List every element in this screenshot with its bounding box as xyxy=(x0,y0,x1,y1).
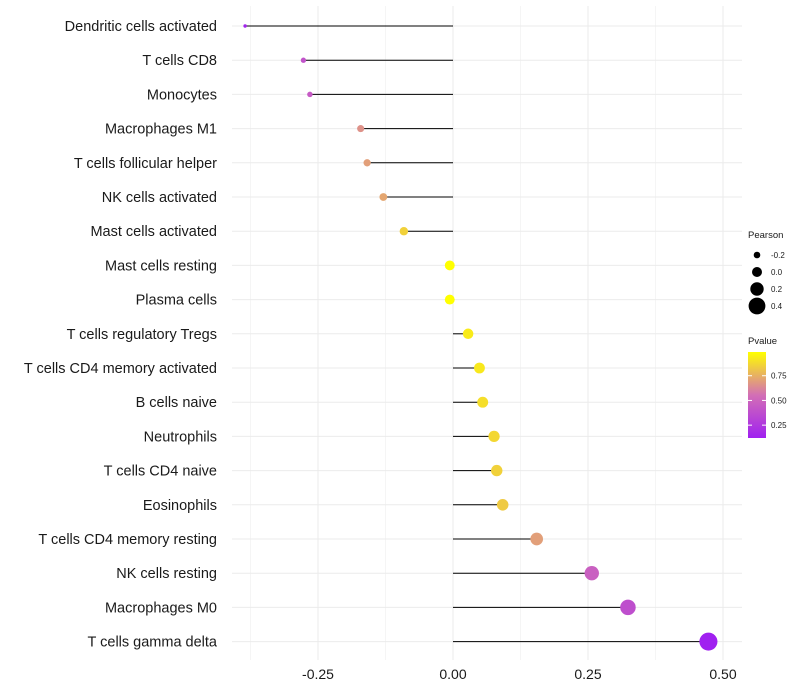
category-label: Mast cells resting xyxy=(105,258,217,274)
lollipop-point xyxy=(496,499,509,511)
lollipop-point xyxy=(491,464,503,477)
size-legend-title: Pearson xyxy=(748,230,783,241)
lollipop-point xyxy=(363,159,371,167)
category-label: Monocytes xyxy=(147,87,217,103)
category-label: Eosinophils xyxy=(143,498,217,514)
category-label: Plasma cells xyxy=(136,293,217,309)
category-label: T cells follicular helper xyxy=(74,156,217,172)
lollipop-point xyxy=(243,24,247,28)
grid-lines xyxy=(232,6,742,660)
color-legend-label: 0.75 xyxy=(771,372,787,381)
category-label: T cells CD8 xyxy=(142,53,217,69)
color-legend-title: Pvalue xyxy=(748,336,777,347)
size-legend: Pearson -0.2 0.0 0.2 0.4 xyxy=(748,230,785,315)
lollipop-point xyxy=(357,125,365,133)
color-legend: Pvalue 0.25 0.50 0.75 xyxy=(748,336,787,438)
size-legend-key xyxy=(752,267,762,277)
category-label: T cells CD4 memory resting xyxy=(38,532,217,548)
category-label: B cells naive xyxy=(136,395,217,411)
size-legend-label: 0.0 xyxy=(771,268,783,277)
x-tick-label: -0.25 xyxy=(302,666,334,682)
x-tick-label: 0.25 xyxy=(574,666,601,682)
category-label: Neutrophils xyxy=(144,429,217,445)
category-label: Dendritic cells activated xyxy=(65,19,217,35)
lollipop-point xyxy=(307,91,313,98)
lollipop-point xyxy=(399,226,409,236)
lollipop-point xyxy=(300,57,307,63)
category-label: Macrophages M1 xyxy=(105,122,217,138)
lollipop-point xyxy=(699,632,718,651)
size-legend-label: -0.2 xyxy=(771,251,785,260)
category-label: Mast cells activated xyxy=(90,224,217,240)
category-label: T cells CD4 naive xyxy=(104,464,217,480)
lollipop-point xyxy=(444,294,455,305)
lollipop-point xyxy=(379,193,388,201)
lollipop-point xyxy=(584,566,599,581)
size-legend-key xyxy=(750,282,764,296)
lollipop-points xyxy=(243,24,718,651)
size-legend-label: 0.4 xyxy=(771,302,783,311)
color-gradient-bar xyxy=(748,352,766,438)
category-labels: Dendritic cells activated T cells CD8 Mono… xyxy=(24,19,218,651)
lollipop-point xyxy=(444,260,455,271)
lollipop-point xyxy=(620,599,636,616)
size-legend-label: 0.2 xyxy=(771,285,783,294)
category-label: NK cells resting xyxy=(116,566,217,582)
x-tick-label: 0.00 xyxy=(439,666,466,682)
lollipop-point xyxy=(530,532,544,546)
lollipop-point xyxy=(474,362,485,374)
category-label: T cells gamma delta xyxy=(88,635,218,651)
category-label: NK cells activated xyxy=(102,190,217,206)
lollipop-point xyxy=(477,396,489,408)
size-legend-key xyxy=(748,297,766,315)
category-label: T cells CD4 memory activated xyxy=(24,361,217,377)
x-axis-ticks: -0.25 0.00 0.25 0.50 xyxy=(302,666,737,682)
color-legend-label: 0.50 xyxy=(771,396,787,405)
lollipop-point xyxy=(462,328,474,340)
category-label: T cells regulatory Tregs xyxy=(67,327,217,343)
lollipop-point xyxy=(488,430,500,443)
size-legend-key xyxy=(753,251,761,259)
color-legend-label: 0.25 xyxy=(771,421,787,430)
category-label: Macrophages M0 xyxy=(105,600,217,616)
x-tick-label: 0.50 xyxy=(709,666,736,682)
